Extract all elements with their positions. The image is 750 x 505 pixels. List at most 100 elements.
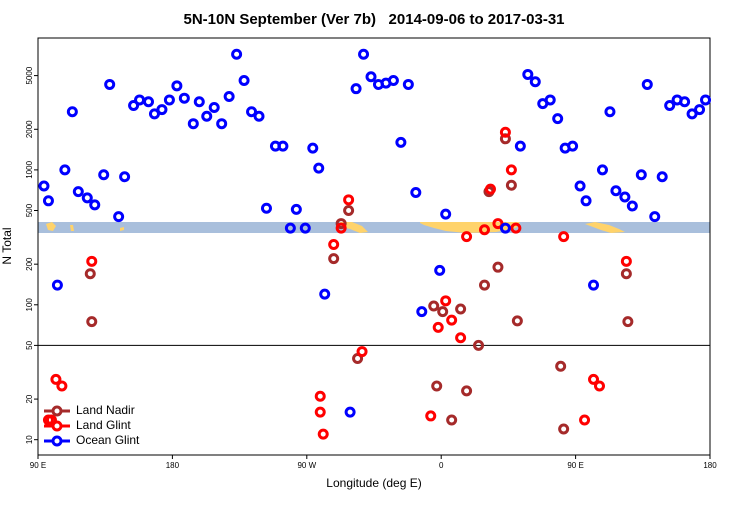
point [596,164,608,176]
point [208,102,220,114]
point [148,108,160,120]
point [505,164,517,176]
point [343,205,355,217]
point [328,238,340,250]
point [679,96,691,108]
legend-marker [51,435,63,447]
point [694,104,706,116]
x-tick-label: 90 W [297,461,316,470]
point [156,104,168,116]
point [604,106,616,118]
point [290,203,302,215]
x-tick-label: 180 [703,461,717,470]
point [277,140,289,152]
point [431,380,443,392]
point [66,106,78,118]
point [529,76,541,88]
point [593,380,605,392]
point [50,373,62,385]
point [626,200,638,212]
point [113,211,125,223]
point [299,222,311,234]
point [552,113,564,125]
point [440,208,452,220]
point [356,346,368,358]
point [510,222,522,234]
point [171,80,183,92]
point [216,118,228,130]
point [641,78,653,90]
point [610,185,622,197]
point [479,279,491,291]
point [579,414,591,426]
point [314,406,326,418]
point [700,94,712,106]
point [522,68,534,80]
y-tick-label: 5000 [25,66,34,84]
point [128,100,140,112]
y-tick-label: 10 [25,435,34,444]
point [446,314,458,326]
point [410,186,422,198]
point [664,100,676,112]
point [416,306,428,318]
point [505,179,517,191]
point [461,385,473,397]
point [246,106,258,118]
series-2 [38,48,712,418]
point [455,332,467,344]
point [328,253,340,265]
legend-marker [51,420,63,432]
point [437,306,449,318]
point [314,390,326,402]
series-1 [42,126,632,440]
point [588,373,600,385]
point [84,268,96,280]
point [484,183,496,195]
y-tick-label: 100 [25,298,34,312]
point [42,195,54,207]
point [428,300,440,312]
legend-label: Ocean Glint [76,433,140,447]
y-tick-label: 20 [25,394,34,403]
point [56,380,68,392]
point [223,90,235,102]
point [619,191,631,203]
point [81,192,93,204]
point [395,136,407,148]
point [620,268,632,280]
point [580,195,592,207]
point [365,71,377,83]
point [104,78,116,90]
point [432,321,444,333]
point [59,164,71,176]
point [72,186,84,198]
point [499,126,511,138]
y-axis-label: N Total [0,227,14,264]
point [558,423,570,435]
point [253,110,265,122]
point [649,211,661,223]
point [89,199,101,211]
point [492,218,504,230]
point [260,202,272,214]
point [178,92,190,104]
y-tick-label: 1000 [25,160,34,178]
point [440,295,452,307]
point [187,118,199,130]
plot-frame [37,37,711,456]
point [343,194,355,206]
x-tick-label: 180 [166,461,180,470]
point [620,255,632,267]
point [635,169,647,181]
map-strip [38,222,710,233]
point [143,96,155,108]
point [425,410,437,422]
point [193,96,205,108]
point [588,279,600,291]
point [335,218,347,230]
y-tick-label: 2000 [25,120,34,138]
point [455,303,467,315]
point [86,316,98,328]
